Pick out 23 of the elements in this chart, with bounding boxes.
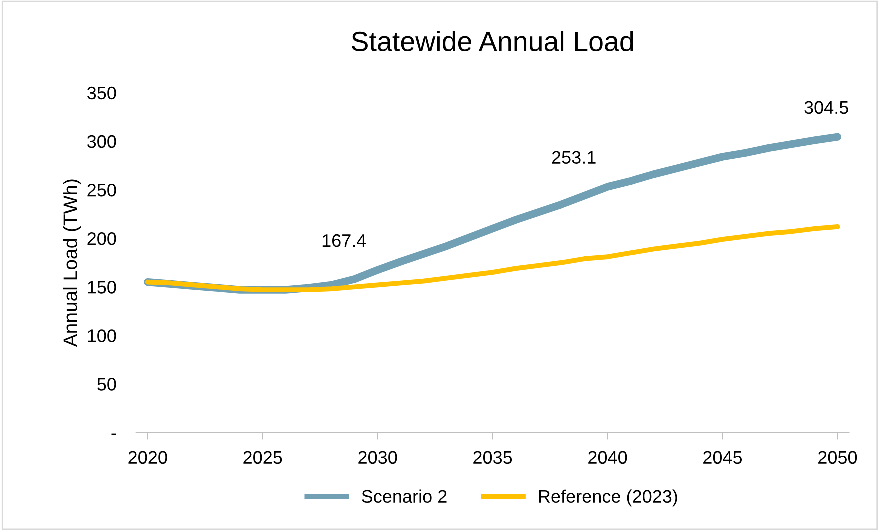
x-tick-label: 2025 — [244, 451, 282, 464]
x-tick-label: 2030 — [358, 451, 398, 464]
line-series — [145, 224, 840, 292]
y-tick-label: 200 — [88, 232, 116, 246]
x-tick-label: 2035 — [474, 451, 512, 464]
x-tick-label: 2050 — [818, 451, 858, 464]
x-tick-label: 2040 — [588, 451, 628, 464]
data-label: 167.4 — [322, 234, 366, 248]
y-tick-label: 250 — [88, 184, 116, 197]
legend-label: Scenario 2 — [362, 490, 447, 504]
y-tick-label: 100 — [88, 330, 116, 342]
chart-title: Statewide Annual Load — [352, 31, 634, 52]
y-tick-label: 350 — [88, 86, 116, 100]
y-tick-label: 50 — [98, 378, 116, 391]
y-tick-label: 300 — [88, 135, 116, 148]
data-label: 304.5 — [804, 101, 848, 114]
y-axis-title: Annual Load (TWh) — [63, 180, 82, 348]
x-tick-label: 2020 — [128, 451, 168, 464]
data-label: 253.1 — [552, 151, 596, 164]
legend-label: Reference (2023) — [539, 490, 678, 507]
y-tick-label: 150 — [88, 281, 116, 294]
x-tick-label: 2045 — [704, 451, 742, 464]
y-tick-label: - — [112, 434, 116, 436]
